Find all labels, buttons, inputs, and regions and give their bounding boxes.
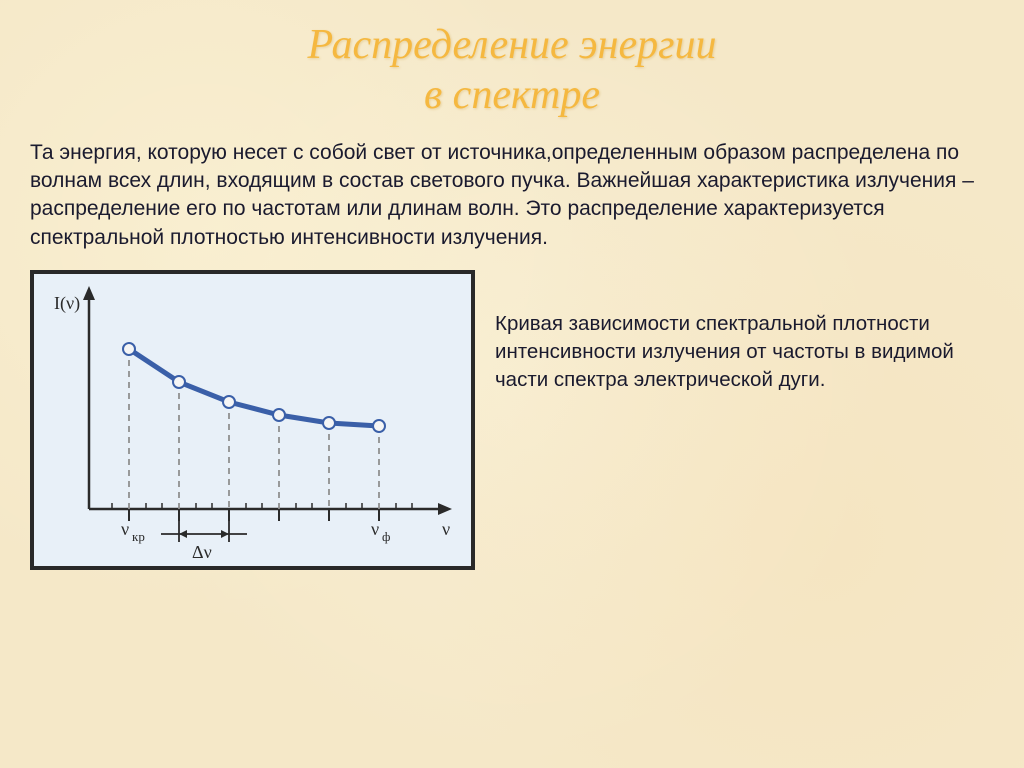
svg-text:Δν: Δν (192, 542, 212, 562)
spectral-chart: I(ν)νкрνфνΔν (30, 270, 475, 570)
svg-text:ν: ν (121, 519, 129, 539)
chart-caption: Кривая зависимости спектральной плотност… (495, 270, 994, 570)
title-line-2: в спектре (0, 70, 1024, 120)
title-line-1: Распределение энергии (0, 20, 1024, 70)
lower-section: I(ν)νкрνфνΔν Кривая зависимости спектрал… (0, 252, 1024, 570)
svg-text:ф: ф (382, 529, 390, 544)
svg-text:кр: кр (132, 529, 145, 544)
svg-text:ν: ν (442, 519, 450, 539)
body-paragraph: Та энергия, которую несет с собой свет о… (0, 121, 1024, 252)
svg-text:I(ν): I(ν) (54, 293, 80, 314)
svg-text:ν: ν (371, 519, 379, 539)
slide-title: Распределение энергии в спектре (0, 0, 1024, 121)
